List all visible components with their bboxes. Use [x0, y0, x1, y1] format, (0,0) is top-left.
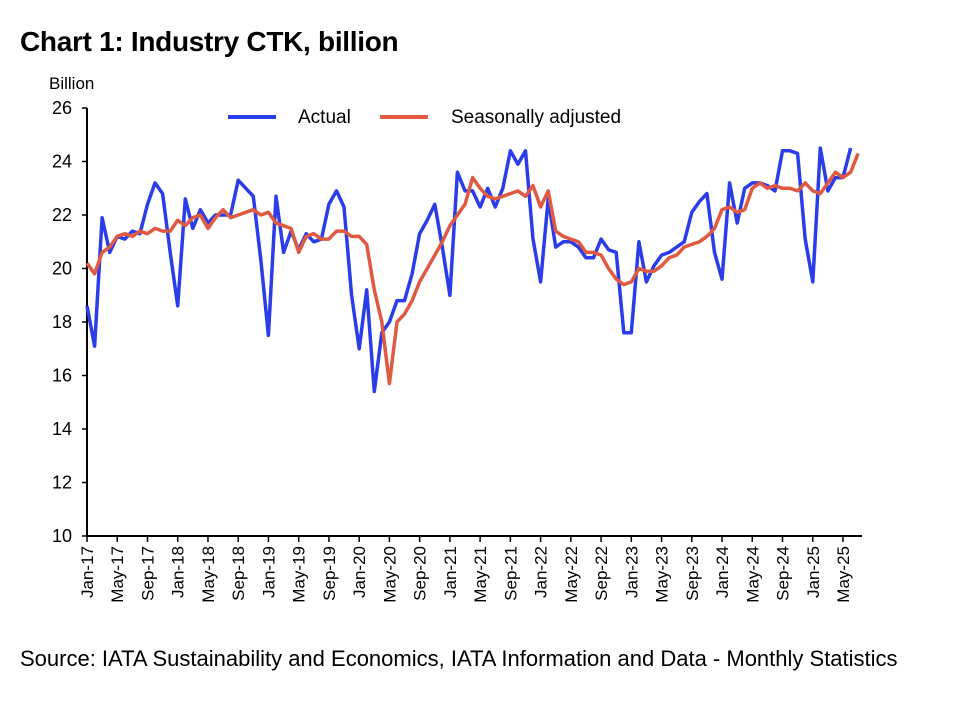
x-tick-label: Jan-19	[259, 546, 278, 598]
x-tick-label: Sep-24	[774, 546, 793, 601]
x-tick-label: May-18	[199, 546, 218, 603]
x-tick-label: May-21	[471, 546, 490, 603]
x-tick-label: Sep-22	[592, 546, 611, 601]
x-tick-label: May-20	[380, 546, 399, 603]
y-axis-label: Billion	[49, 74, 94, 93]
legend-label-seasonally-adjusted: Seasonally adjusted	[451, 107, 621, 128]
x-tick-label: May-24	[743, 546, 762, 603]
y-axis-ticks: 10 12 14 16 18 20 22 24 26	[52, 98, 87, 546]
x-tick-label: Jan-18	[169, 546, 188, 598]
x-tick-label: May-19	[290, 546, 309, 603]
legend-label-actual: Actual	[298, 107, 351, 128]
y-tick-label: 14	[52, 419, 72, 439]
x-tick-label: Jan-25	[804, 546, 823, 598]
legend: Actual Seasonally adjusted	[228, 107, 621, 128]
y-tick-label: 12	[52, 473, 72, 493]
x-tick-label: May-22	[562, 546, 581, 603]
source-note: Source: IATA Sustainability and Economic…	[20, 646, 898, 671]
x-tick-label: Jan-22	[532, 546, 551, 598]
y-tick-label: 10	[52, 526, 72, 546]
x-tick-label: May-23	[653, 546, 672, 603]
y-tick-label: 16	[52, 366, 72, 386]
x-tick-label: Sep-20	[411, 546, 430, 601]
x-tick-label: Jan-21	[441, 546, 460, 598]
x-axis-ticks: Jan-17 May-17 Sep-17 Jan-18 May-18 Sep-18 Jan-…	[78, 536, 853, 603]
x-tick-label: Jan-17	[78, 546, 97, 598]
y-tick-label: 20	[52, 259, 72, 279]
x-tick-label: Jan-24	[713, 546, 732, 598]
x-tick-label: Jan-23	[622, 546, 641, 598]
series-line-seasonally-adjusted	[85, 152, 860, 386]
x-tick-label: Jan-20	[350, 546, 369, 598]
x-tick-label: May-17	[108, 546, 127, 603]
y-tick-label: 22	[52, 205, 72, 225]
x-tick-label: Sep-19	[320, 546, 339, 601]
x-tick-label: Sep-23	[683, 546, 702, 601]
x-tick-label: Sep-18	[229, 546, 248, 601]
x-tick-label: Sep-17	[138, 546, 157, 601]
x-tick-label: Sep-21	[501, 546, 520, 601]
chart-canvas: Billion 10 12 14 16 18 20 22 24 26 Jan-17 May-17 S…	[49, 74, 862, 603]
y-tick-label: 26	[52, 98, 72, 118]
x-tick-label: May-25	[834, 546, 853, 603]
chart-title: Chart 1: Industry CTK, billion	[20, 26, 399, 57]
y-tick-label: 24	[52, 152, 72, 172]
y-tick-label: 18	[52, 312, 72, 332]
